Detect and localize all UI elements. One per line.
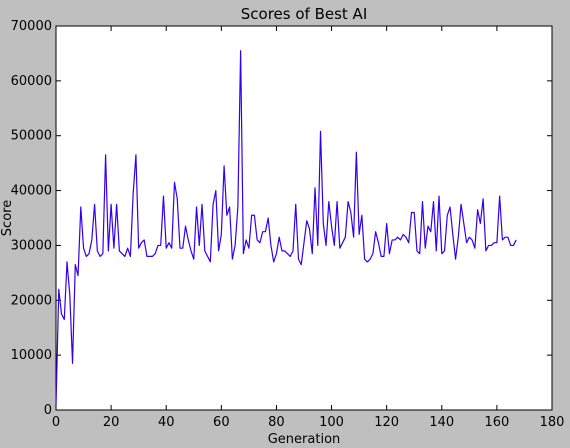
x-tick-label: 120 — [374, 415, 399, 430]
plot-area — [55, 25, 553, 411]
y-tick-label: 20000 — [11, 293, 52, 308]
x-axis-label: Generation — [268, 432, 341, 447]
x-tick-label: 180 — [540, 415, 565, 430]
x-tick-label: 60 — [213, 415, 230, 430]
x-tick-label: 80 — [268, 415, 285, 430]
axis-ticks: 0 20 40 60 80 100 120 140 160 180 0 10000 20000 30000… — [11, 19, 565, 430]
x-tick-label: 40 — [158, 415, 175, 430]
y-tick-label: 50000 — [11, 129, 52, 144]
x-tick-label: 100 — [319, 415, 344, 430]
y-axis-label: Score — [0, 200, 15, 236]
y-tick-label: 40000 — [11, 184, 52, 199]
x-tick-label: 0 — [52, 415, 60, 430]
y-tick-label: 10000 — [11, 348, 52, 363]
x-tick-label: 20 — [103, 415, 120, 430]
x-tick-label: 160 — [484, 415, 509, 430]
y-tick-label: 70000 — [11, 19, 52, 34]
series-line — [55, 50, 517, 406]
chart-title: Scores of Best AI — [241, 5, 368, 23]
y-tick-label: 60000 — [11, 74, 52, 89]
series-layer — [55, 50, 517, 406]
y-tick-label: 30000 — [11, 238, 52, 253]
y-tick-label: 0 — [44, 403, 52, 418]
x-tick-label: 140 — [429, 415, 454, 430]
